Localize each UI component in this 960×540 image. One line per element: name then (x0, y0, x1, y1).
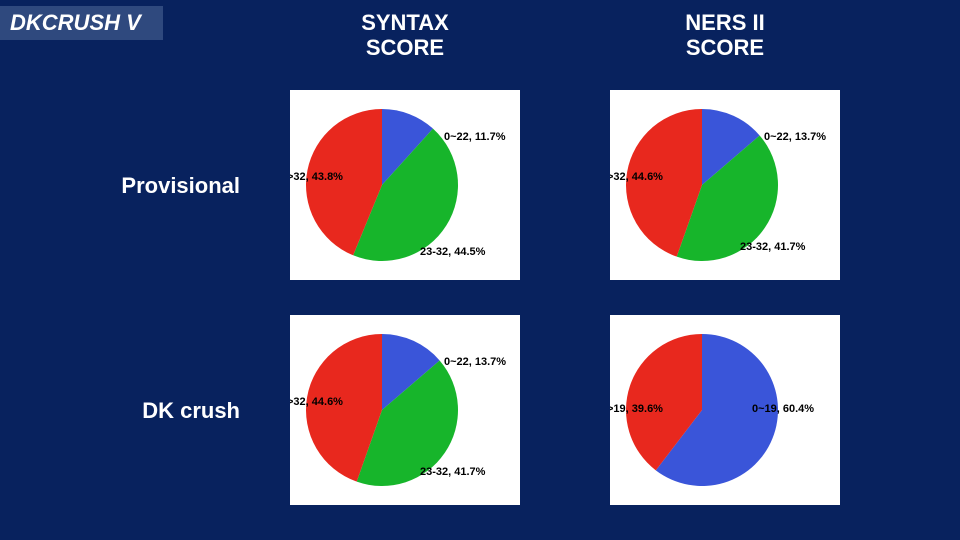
column-header-1: NERS II SCORE (645, 10, 805, 61)
row-header-1: DK crush (10, 398, 240, 424)
slice-label: >32, 44.6% (290, 396, 343, 408)
slice-label: 23-32, 41.7% (420, 466, 486, 478)
slice-label: 0~22, 13.7% (444, 356, 506, 368)
row-header-0: Provisional (10, 173, 240, 199)
slice-label: >19, 39.6% (610, 403, 663, 415)
column-header-0: SYNTAX SCORE (325, 10, 485, 61)
pie-chart-3: 0~19, 60.4% >19, 39.6% (610, 315, 840, 505)
slice-label: 0~19, 60.4% (752, 403, 814, 415)
title-badge: DKCRUSH V (0, 6, 163, 40)
slice-label: >32, 43.8% (290, 171, 343, 183)
slice-label: >32, 44.6% (610, 171, 663, 183)
pie-chart-2: 0~22, 13.7% 23-32, 41.7% >32, 44.6% (290, 315, 520, 505)
slice-label: 23-32, 41.7% (740, 241, 806, 253)
pie-chart-0: 0~22, 11.7% 23-32, 44.5% >32, 43.8% (290, 90, 520, 280)
title-badge-text: DKCRUSH V (10, 10, 141, 35)
slice-label: 0~22, 11.7% (444, 131, 506, 143)
slice-label: 0~22, 13.7% (764, 131, 826, 143)
slice-label: 23-32, 44.5% (420, 246, 486, 258)
pie-chart-1: 0~22, 13.7% 23-32, 41.7% >32, 44.6% (610, 90, 840, 280)
